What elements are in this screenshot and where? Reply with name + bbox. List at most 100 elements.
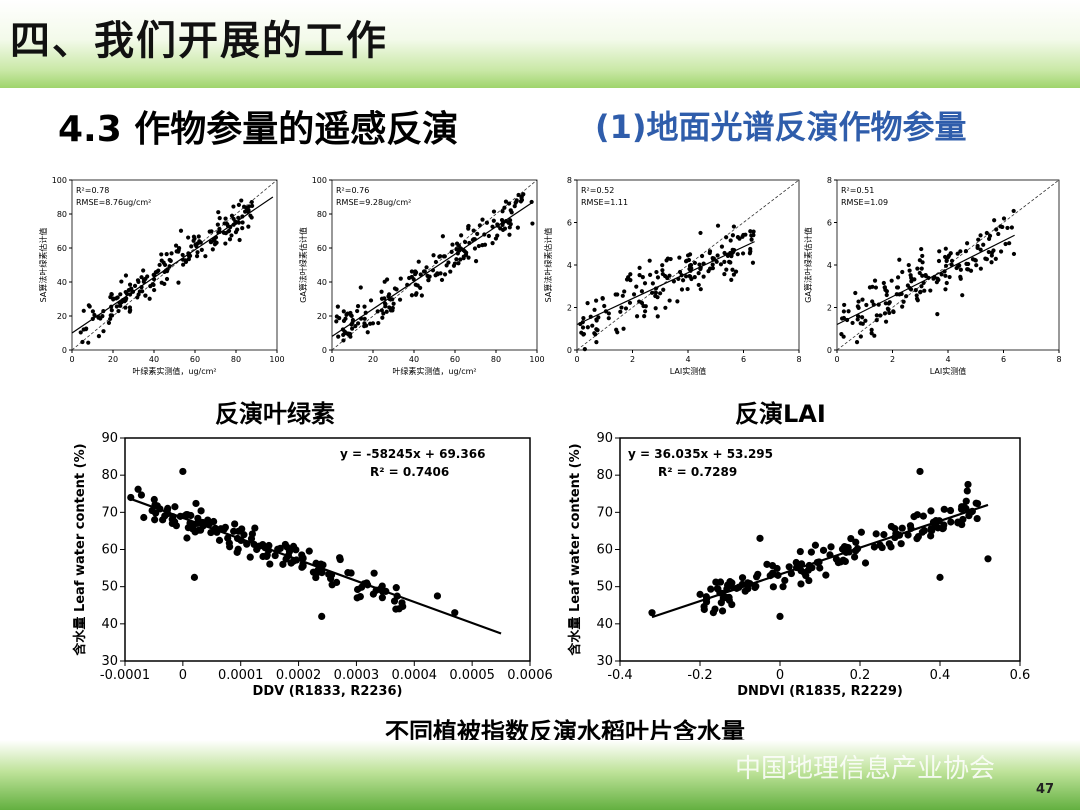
data-point — [246, 224, 251, 229]
y-tick-label: 100 — [312, 176, 327, 185]
data-point — [358, 285, 363, 290]
data-point — [409, 293, 415, 298]
data-point — [236, 202, 241, 207]
data-point — [637, 273, 642, 278]
data-point — [864, 302, 869, 308]
data-point — [590, 323, 595, 328]
caption-lai: 反演LAI — [735, 400, 826, 428]
y-tick-label: 4 — [567, 261, 572, 270]
r-squared-label: R²=0.78 — [76, 186, 109, 195]
x-tick-label: 4 — [945, 355, 950, 364]
data-point — [419, 293, 424, 298]
data-point — [936, 573, 944, 581]
data-point — [628, 272, 633, 277]
data-point — [730, 267, 735, 272]
data-point — [663, 305, 668, 310]
data-point — [433, 273, 438, 278]
data-point — [940, 521, 948, 529]
x-tick-label: 0.0005 — [449, 668, 495, 683]
data-point — [870, 284, 875, 289]
data-point — [592, 307, 597, 312]
data-point — [383, 304, 388, 309]
data-point — [1009, 225, 1014, 230]
data-point — [658, 291, 663, 296]
fit-line — [836, 234, 1015, 326]
data-point — [461, 256, 466, 261]
data-point — [943, 273, 948, 278]
header-band — [0, 0, 1080, 88]
data-point — [946, 254, 951, 260]
data-point — [689, 276, 694, 282]
data-point — [238, 525, 246, 533]
data-point — [927, 507, 935, 515]
data-point — [719, 244, 725, 249]
data-point — [973, 514, 981, 523]
data-point — [345, 331, 351, 337]
data-point — [909, 275, 914, 280]
data-point — [594, 298, 599, 303]
data-point — [116, 308, 121, 314]
data-point — [913, 288, 918, 293]
chart-dndvi-water: -0.4 -0.2 0 0.2 0.4 0.6 30 40 50 60 70 80 90 y = 36.0… — [567, 431, 1030, 699]
data-point — [664, 258, 669, 263]
data-point — [491, 218, 496, 223]
data-point — [336, 554, 344, 562]
y-axis-label: 含水量 Leaf water content (%) — [72, 443, 88, 656]
data-point — [805, 576, 813, 585]
data-point — [958, 249, 963, 254]
fit-line — [576, 241, 755, 326]
data-point — [707, 250, 712, 256]
data-point — [706, 269, 711, 274]
data-point — [667, 298, 672, 303]
data-point — [965, 241, 970, 246]
x-tick-label: 60 — [450, 355, 460, 364]
data-point — [707, 585, 715, 593]
data-point — [596, 315, 601, 320]
data-point — [484, 220, 490, 225]
data-point — [215, 222, 220, 227]
data-point — [639, 289, 645, 294]
y-tick-label: 0 — [567, 346, 572, 355]
data-point — [281, 540, 289, 549]
x-tick-label: -0.2 — [687, 668, 712, 683]
x-tick-label: 4 — [685, 355, 690, 364]
y-tick-label: 60 — [57, 244, 67, 253]
data-point — [226, 228, 232, 234]
data-point — [123, 273, 129, 278]
data-point — [174, 249, 179, 254]
data-point — [433, 592, 442, 600]
data-point — [984, 555, 992, 563]
data-point — [362, 324, 367, 329]
data-point — [368, 321, 373, 326]
data-point — [854, 340, 860, 345]
data-point — [986, 249, 991, 255]
data-point — [362, 316, 367, 321]
data-point — [334, 319, 339, 324]
data-point — [622, 289, 627, 294]
data-point — [263, 552, 271, 561]
x-axis-label: LAI实测值 — [670, 366, 706, 376]
data-point — [722, 259, 727, 264]
data-point — [390, 297, 395, 302]
data-point — [305, 547, 313, 555]
data-point — [683, 274, 689, 279]
data-point — [884, 292, 889, 298]
data-point — [675, 299, 680, 304]
data-point — [186, 257, 191, 262]
data-point — [901, 299, 906, 304]
data-point — [199, 247, 204, 252]
data-point — [594, 318, 599, 323]
data-point — [392, 584, 400, 592]
data-point — [891, 309, 896, 315]
y-tick-label: 90 — [596, 431, 613, 446]
data-point — [414, 291, 419, 296]
data-point — [966, 261, 971, 267]
data-point — [621, 326, 626, 331]
data-point — [581, 331, 587, 337]
data-point — [459, 233, 464, 238]
data-point — [424, 265, 429, 270]
data-point — [898, 524, 906, 532]
data-point — [947, 518, 955, 526]
y-tick-label: 40 — [101, 617, 118, 632]
data-point — [90, 309, 95, 314]
